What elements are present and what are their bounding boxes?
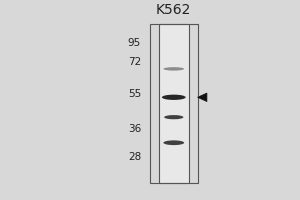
Text: 36: 36 bbox=[128, 124, 141, 134]
Text: K562: K562 bbox=[156, 3, 191, 17]
Text: 95: 95 bbox=[128, 38, 141, 48]
Text: 72: 72 bbox=[128, 57, 141, 67]
Text: 55: 55 bbox=[128, 89, 141, 99]
Ellipse shape bbox=[164, 67, 184, 71]
Polygon shape bbox=[198, 93, 207, 102]
Ellipse shape bbox=[164, 115, 183, 119]
Ellipse shape bbox=[164, 140, 184, 145]
FancyBboxPatch shape bbox=[159, 24, 189, 183]
Text: 28: 28 bbox=[128, 152, 141, 162]
Ellipse shape bbox=[162, 95, 186, 100]
